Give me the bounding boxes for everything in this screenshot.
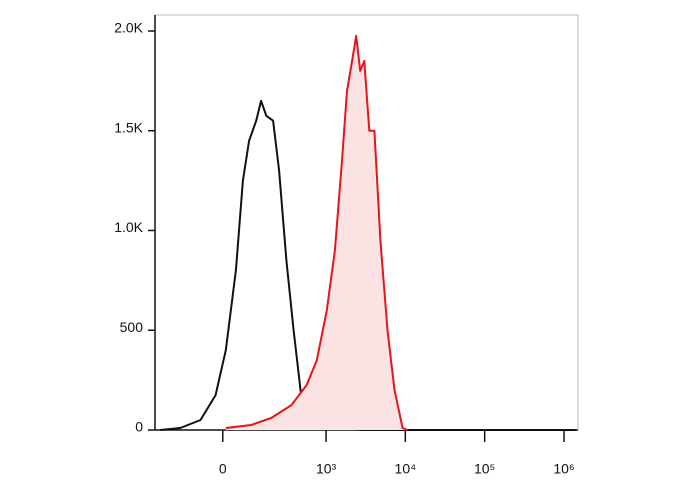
x-tick-label: 10³ — [316, 461, 337, 477]
y-tick-label: 1.0K — [114, 219, 143, 235]
y-tick-label: 500 — [120, 319, 144, 335]
y-tick-label: 2.0K — [114, 20, 143, 36]
x-tick-label: 10⁵ — [474, 461, 495, 477]
series-line — [225, 34, 409, 431]
y-tick-label: 0 — [135, 419, 143, 435]
x-tick-label: 10⁴ — [395, 461, 417, 477]
y-tick-label: 1.5K — [114, 119, 143, 135]
series-area — [225, 35, 408, 431]
x-tick-label: 10⁶ — [553, 461, 574, 477]
x-tick-label: 0 — [219, 461, 227, 477]
